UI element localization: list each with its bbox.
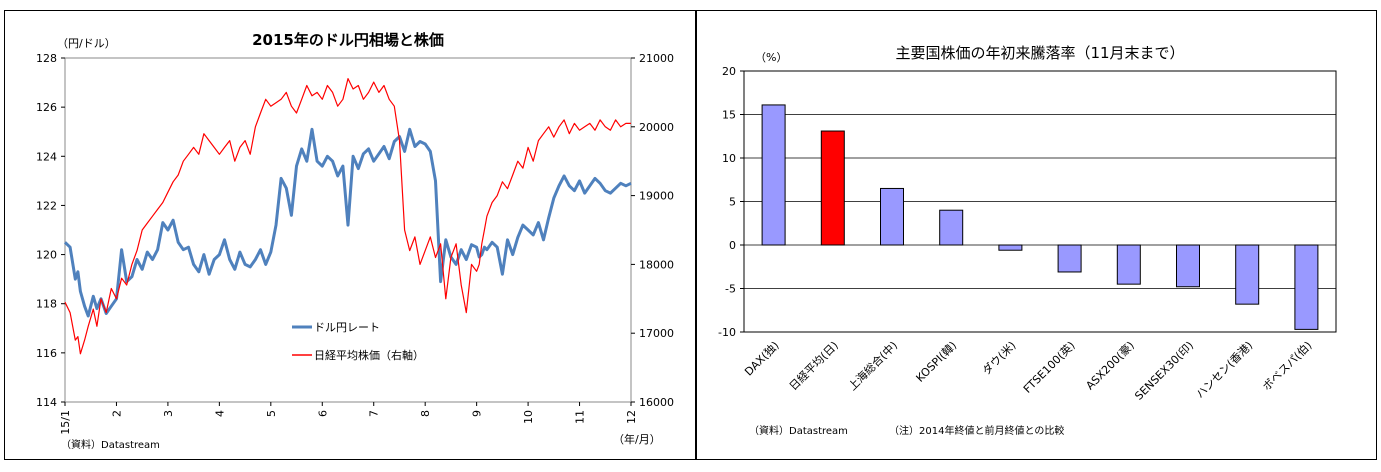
y-right-tick-label: 21000 <box>639 52 674 65</box>
fx-nikkei-chart: 2015年のドル円相場と株価 （円/ドル） （年/月） （資料）Datastream 1… <box>36 31 674 451</box>
x-tick-label: 7 <box>368 410 381 417</box>
category-label-4: KOSPI(韓) <box>914 339 960 385</box>
note-label: （注）2014年終値と前月終値との比較 <box>889 424 1064 437</box>
y-left-axis-label: （円/ドル） <box>57 37 116 50</box>
x-tick-label: 5 <box>265 410 278 417</box>
bar-2 <box>820 130 845 246</box>
chart-title: 主要国株価の年初来騰落率（11月末まで） <box>895 44 1184 62</box>
bar-6 <box>1057 244 1082 273</box>
stock-index-chart: 主要国株価の年初来騰落率（11月末まで） （%） 20 15 10 5 0 -5 -10 DAX(… <box>718 44 1337 437</box>
y-tick-label: -5 <box>725 283 736 296</box>
category-label-8: SENSEX30(印) <box>1132 339 1196 403</box>
y-left-tick-label: 122 <box>36 199 57 212</box>
y-left-tick-label: 126 <box>36 101 57 114</box>
bar-7 <box>1116 244 1141 285</box>
y-right-tick-label: 20000 <box>639 121 674 134</box>
y-left-tick-label: 116 <box>36 347 57 360</box>
legend-label-2: 日経平均株価（右軸） <box>314 348 424 362</box>
x-tick-label: 3 <box>162 410 175 417</box>
x-axis-label: （年/月） <box>613 432 661 446</box>
y-right-tick-label: 19000 <box>639 190 674 203</box>
fx-nikkei-chart-panel: 2015年のドル円相場と株価 （円/ドル） （年/月） （資料）Datastream 1… <box>4 10 696 460</box>
x-tick-label: 6 <box>316 410 329 417</box>
bar-10 <box>1294 244 1319 330</box>
x-tick-label: 15/1 <box>59 410 72 435</box>
x-tick-label: 10 <box>522 410 535 424</box>
category-label-7: ASX200(豪) <box>1083 338 1137 392</box>
bar-1 <box>761 104 786 246</box>
x-tick-label: 8 <box>419 410 432 417</box>
y-right-tick-label: 18000 <box>639 258 674 271</box>
y-right-tick-label: 17000 <box>639 327 674 340</box>
series-line-2 <box>64 77 631 355</box>
bar-8 <box>1176 244 1200 288</box>
source-label: （資料）Datastream <box>749 424 848 437</box>
y-left-tick-label: 118 <box>36 298 57 311</box>
category-label-2: 日経平均(日) <box>787 339 841 393</box>
y-tick-label: 20 <box>722 65 736 78</box>
x-tick-label: 2 <box>110 410 123 417</box>
y-left-tick-label: 124 <box>36 150 57 163</box>
x-tick-label: 4 <box>213 410 226 417</box>
y-left-tick-label: 128 <box>36 52 57 65</box>
chart-title: 2015年のドル円相場と株価 <box>252 31 444 49</box>
x-tick-label: 12 <box>625 410 638 424</box>
y-right-tick-label: 16000 <box>639 396 674 409</box>
y-tick-label: -10 <box>718 326 736 339</box>
x-tick-label: 9 <box>471 410 484 417</box>
category-label-3: 上海総合(中) <box>845 338 900 393</box>
y-tick-label: 0 <box>729 239 736 252</box>
stock-index-chart-panel: 主要国株価の年初来騰落率（11月末まで） （%） 20 15 10 5 0 -5 -10 DAX(… <box>696 10 1377 460</box>
category-label-5: ダウ(米) <box>979 338 1018 377</box>
category-label-10: ボベスパ(伯) <box>1259 338 1314 393</box>
bar-3 <box>880 187 904 246</box>
bar-9 <box>1235 244 1260 305</box>
x-tick-label: 11 <box>574 410 587 424</box>
category-label-1: DAX(独) <box>742 339 782 379</box>
series-line-1 <box>63 127 632 318</box>
y-tick-label: 15 <box>722 109 736 122</box>
y-left-tick-label: 114 <box>36 396 57 409</box>
legend-label-1: ドル円レート <box>314 321 380 334</box>
bar-5 <box>998 244 1023 251</box>
y-tick-label: 5 <box>729 196 736 209</box>
source-label: （資料）Datastream <box>61 438 160 451</box>
y-tick-label: 10 <box>722 152 736 165</box>
category-label-9: ハンセン(香港) <box>1193 339 1255 401</box>
plot-area <box>64 57 632 403</box>
y-left-tick-label: 120 <box>36 249 57 262</box>
y-axis-label: （%） <box>755 51 787 64</box>
category-label-6: FTSE100(英) <box>1020 338 1078 396</box>
bar-4 <box>939 209 964 246</box>
